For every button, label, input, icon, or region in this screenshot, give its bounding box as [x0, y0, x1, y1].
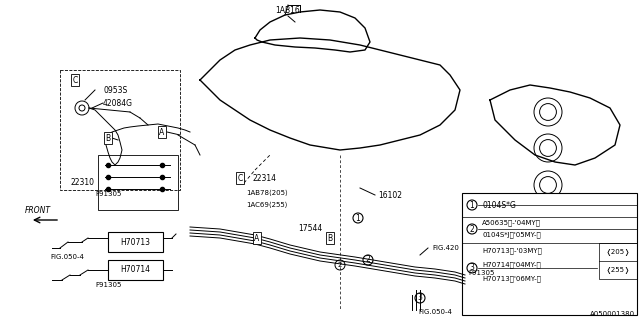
- Text: ❬205❭: ❬205❭: [605, 249, 630, 255]
- Text: A: A: [159, 127, 164, 137]
- Text: 1AB78⟨205⟩: 1AB78⟨205⟩: [246, 190, 288, 196]
- Text: 22310: 22310: [70, 178, 94, 187]
- Text: 3: 3: [470, 263, 474, 273]
- Text: B: B: [106, 133, 111, 142]
- Text: 22314: 22314: [252, 173, 276, 182]
- Text: C: C: [72, 76, 77, 84]
- Text: 0953S: 0953S: [103, 85, 127, 94]
- Text: 1AB16: 1AB16: [276, 6, 300, 15]
- Text: F91305: F91305: [95, 191, 122, 197]
- Text: A050001380: A050001380: [590, 311, 635, 317]
- Text: A50635（-'04MY）: A50635（-'04MY）: [482, 220, 541, 226]
- Text: 0104S*J（'05MY-）: 0104S*J（'05MY-）: [482, 232, 541, 238]
- Text: H70713（'06MY-）: H70713（'06MY-）: [482, 276, 541, 282]
- Text: FIG.420: FIG.420: [432, 245, 459, 251]
- Text: FRONT: FRONT: [25, 206, 51, 215]
- Text: 2: 2: [338, 262, 342, 268]
- Text: B: B: [328, 234, 333, 243]
- Text: 1: 1: [470, 201, 474, 210]
- Text: 2: 2: [470, 225, 474, 234]
- Text: 2: 2: [365, 255, 371, 265]
- Text: 42084G: 42084G: [103, 99, 133, 108]
- Text: 17544: 17544: [298, 223, 323, 233]
- Text: F91305: F91305: [95, 282, 122, 288]
- Text: 1: 1: [356, 213, 360, 222]
- Text: H70713（-'03MY）: H70713（-'03MY）: [482, 248, 542, 254]
- Text: A: A: [254, 234, 260, 243]
- Text: H70714（'04MY-）: H70714（'04MY-）: [482, 262, 541, 268]
- Text: 3: 3: [417, 293, 422, 302]
- Text: H70714: H70714: [120, 266, 150, 275]
- FancyBboxPatch shape: [462, 193, 637, 315]
- Text: FIG.050-4: FIG.050-4: [418, 309, 452, 315]
- Text: 0104S*G: 0104S*G: [482, 201, 516, 210]
- Text: 16102: 16102: [378, 190, 402, 199]
- Text: FIG.050-4: FIG.050-4: [50, 254, 84, 260]
- Text: 1AC69⟨255⟩: 1AC69⟨255⟩: [246, 202, 287, 208]
- Text: F91305: F91305: [468, 270, 494, 276]
- Text: C: C: [237, 173, 243, 182]
- Text: H70713: H70713: [120, 237, 150, 246]
- Text: ❬255❭: ❬255❭: [605, 267, 630, 274]
